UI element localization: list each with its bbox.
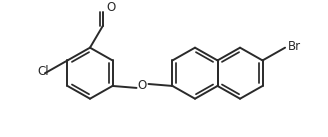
Text: Br: Br (288, 40, 301, 53)
Text: O: O (138, 79, 147, 92)
Text: Cl: Cl (37, 65, 49, 78)
Text: O: O (106, 1, 116, 14)
